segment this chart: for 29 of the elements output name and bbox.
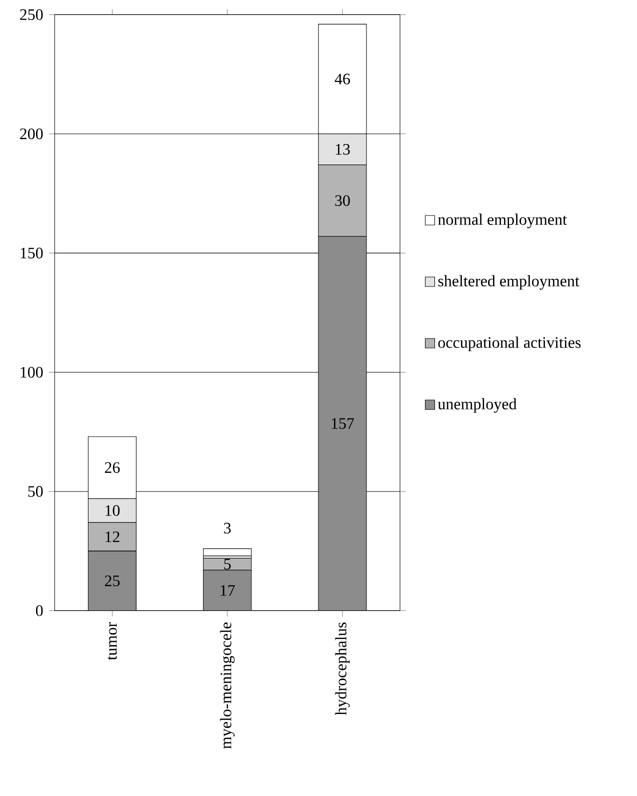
legend-label: unemployed	[438, 398, 517, 413]
data-label: 26	[104, 462, 120, 473]
x-tick-label: hydrocephalus	[335, 622, 350, 716]
legend-label: sheltered employment	[438, 275, 580, 290]
data-label: 10	[106, 505, 120, 516]
data-label: 17	[220, 585, 235, 596]
y-tick-label: 250	[20, 9, 43, 20]
bar	[203, 548, 252, 556]
data-label: 13	[336, 144, 350, 155]
legend-label: normal employment	[438, 214, 567, 228]
x-tick-label: tumor	[108, 622, 117, 660]
data-label: 3	[224, 522, 231, 534]
data-label: 30	[335, 195, 350, 206]
bar	[88, 550, 136, 611]
y-tick-label: 150	[20, 248, 43, 258]
bar	[203, 570, 252, 611]
y-tick-label: 100	[20, 366, 43, 378]
y-tick-label: 200	[20, 128, 43, 140]
x-tick-label: myelo-meningocele	[220, 622, 235, 749]
data-label: 46	[334, 74, 350, 84]
bar	[318, 236, 367, 611]
y-tick-label: 50	[28, 486, 43, 497]
bar	[203, 558, 252, 570]
data-label: 25	[104, 575, 120, 586]
legend-label: occupational activities	[438, 336, 581, 352]
data-label: 157	[332, 418, 354, 429]
data-label: 12	[106, 531, 120, 542]
y-tick-label: 0	[36, 605, 43, 616]
data-label: 5	[224, 558, 231, 570]
